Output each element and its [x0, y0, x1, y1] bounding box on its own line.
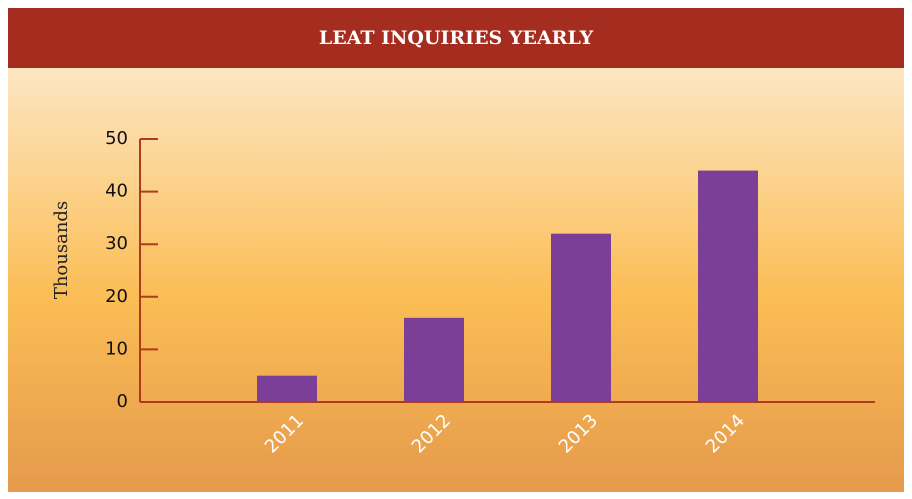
y-tick-label: 30 — [105, 233, 128, 254]
y-tick-label: 50 — [105, 128, 128, 149]
header-bar — [8, 8, 904, 68]
y-tick-label: 20 — [105, 286, 128, 307]
bar — [404, 317, 464, 402]
y-tick-label: 10 — [105, 338, 128, 359]
bar — [551, 233, 611, 402]
chart-background — [8, 8, 904, 492]
y-axis-label: Thousands — [51, 201, 72, 299]
chart-title: LEAT INQUIRIES YEARLY — [319, 27, 594, 49]
bar — [257, 375, 317, 402]
bar — [698, 170, 758, 402]
y-tick-label: 0 — [117, 391, 128, 412]
y-tick-label: 40 — [105, 181, 128, 202]
